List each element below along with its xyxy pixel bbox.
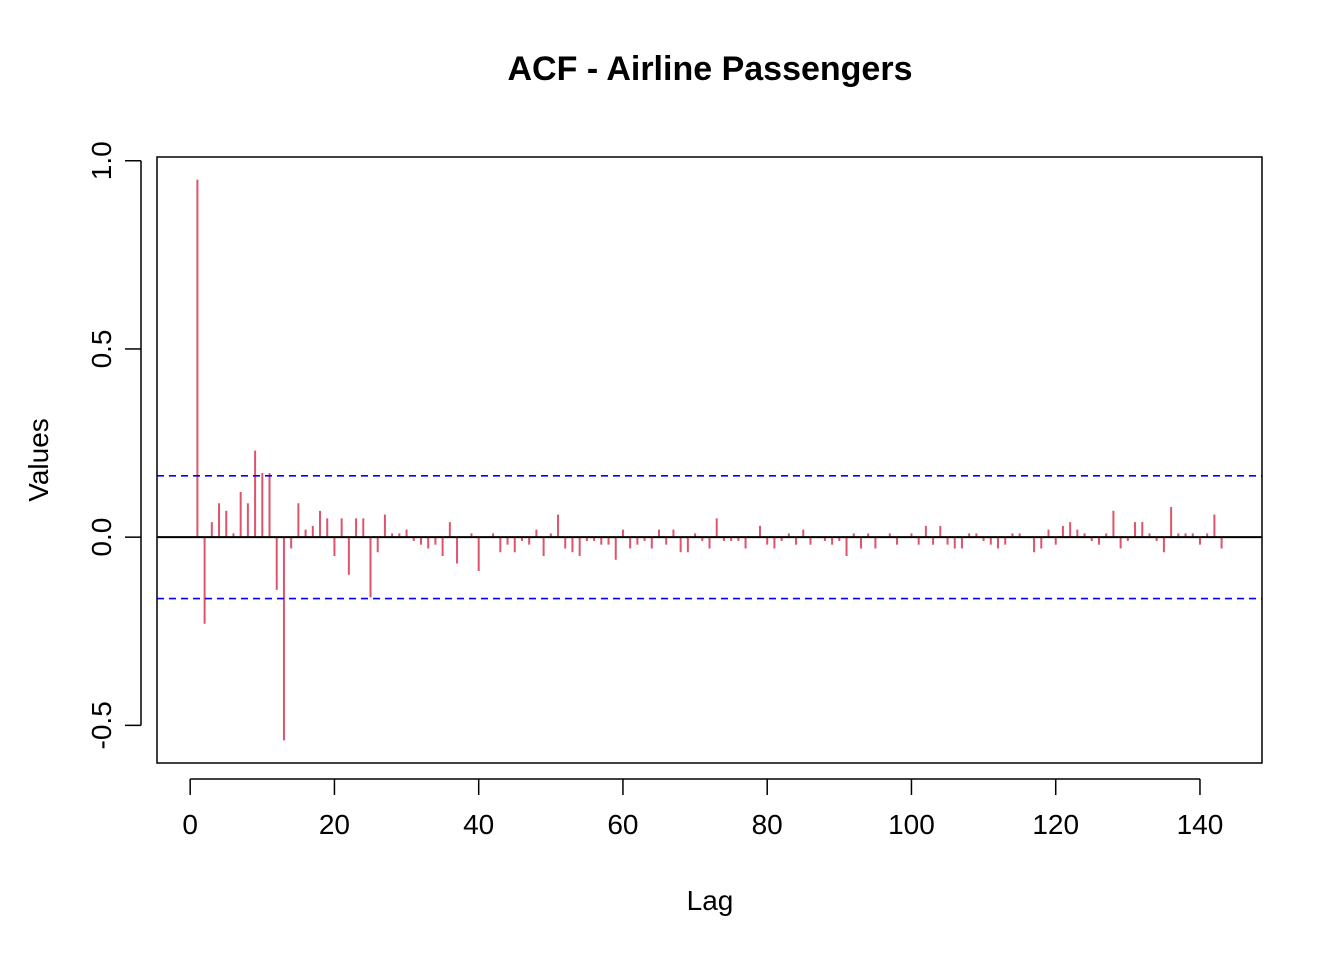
x-tick-label: 60 [607,809,638,840]
confidence-bounds [157,475,1262,600]
x-axis-label: Lag [687,885,734,916]
x-tick-label: 140 [1177,809,1224,840]
chart-title: ACF - Airline Passengers [508,50,913,88]
x-tick-label: 40 [463,809,494,840]
x-tick-label: 20 [319,809,350,840]
y-axis: -0.5 0.0 0.5 1.0 [86,141,142,749]
acf-bars [196,179,1223,741]
y-tick-label: 0.0 [86,518,117,557]
x-tick-label: 80 [752,809,783,840]
y-tick-label: -0.5 [86,701,117,749]
y-tick-label: 0.5 [86,329,117,368]
plot-frame [156,156,1263,764]
x-tick-label: 0 [182,809,198,840]
x-tick-label: 100 [888,809,935,840]
x-tick-label: 120 [1032,809,1079,840]
y-axis-label: Values [23,418,54,502]
x-axis: 0 20 40 60 80 100 120 140 [182,778,1224,840]
y-tick-label: 1.0 [86,141,117,180]
